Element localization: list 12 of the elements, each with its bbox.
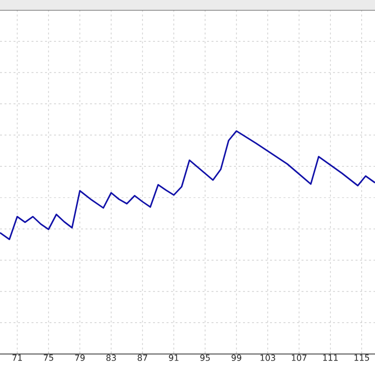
x-tick-label: 111 bbox=[323, 354, 338, 361]
x-tick-label: 87 bbox=[138, 354, 148, 361]
x-tick-label: 91 bbox=[168, 354, 178, 361]
x-tick-label: 75 bbox=[44, 354, 54, 361]
x-tick-label: 103 bbox=[260, 354, 276, 361]
x-tick-label: 107 bbox=[292, 354, 306, 361]
x-tick-label: 79 bbox=[75, 354, 85, 361]
x-tick-label: 99 bbox=[232, 354, 242, 361]
x-tick-label: 83 bbox=[106, 354, 116, 361]
x-tick-label: 71 bbox=[12, 354, 22, 361]
x-tick-label: 115 bbox=[354, 354, 370, 361]
x-tick-label: 95 bbox=[200, 354, 210, 361]
